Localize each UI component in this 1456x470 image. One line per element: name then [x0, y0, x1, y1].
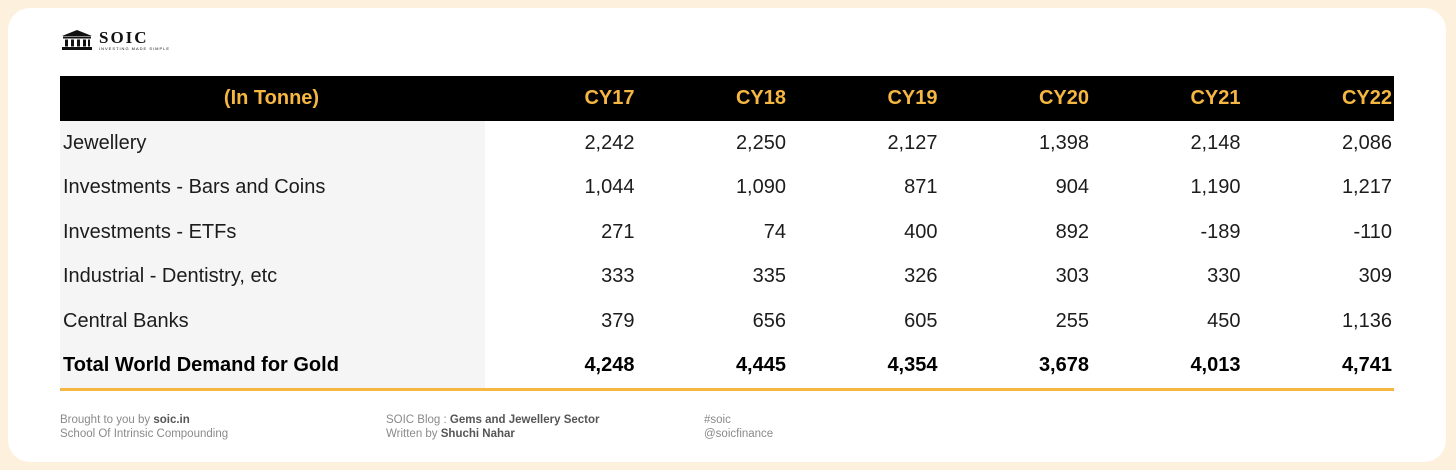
blog-line: SOIC Blog : Gems and Jewellery Sector: [386, 413, 600, 427]
table-cell: 326: [904, 265, 938, 288]
table-cell: 2,148: [1190, 131, 1241, 154]
table-row: Investments - ETFs 271 74 400 892 -189 -…: [60, 210, 1394, 255]
table-cell: 450: [1207, 309, 1241, 332]
table-cell: 2,127: [887, 131, 938, 154]
table-cell: 1,044: [584, 176, 635, 199]
row-label: Industrial - Dentistry, etc: [60, 254, 485, 299]
table-row: Jewellery 2,242 2,250 2,127 1,398 2,148 …: [60, 121, 1394, 166]
total-row: Total World Demand for Gold 4,248 4,445 …: [60, 343, 1394, 391]
author-line: Written by Shuchi Nahar: [386, 427, 600, 441]
site-link[interactable]: soic.in: [153, 414, 190, 426]
gold-demand-table: (In Tonne) CY17 CY18 CY19 CY20 CY21 CY22…: [60, 76, 1394, 391]
table-cell: -189: [1200, 220, 1241, 243]
total-cell: 4,248: [485, 343, 637, 391]
author-name: Shuchi Nahar: [440, 428, 515, 440]
table-cell: 892: [1055, 220, 1089, 243]
unit-header: (In Tonne): [223, 87, 320, 109]
column-header-cy22: CY22: [1341, 87, 1392, 109]
table-cell: 333: [601, 265, 635, 288]
total-cell: 4,741: [1242, 343, 1394, 391]
table-cell: 309: [1358, 265, 1392, 288]
table-header-row: (In Tonne) CY17 CY18 CY19 CY20 CY21 CY22: [60, 76, 1394, 121]
column-header-cy19: CY19: [887, 87, 938, 109]
blog-prefix: SOIC Blog :: [386, 414, 450, 426]
column-header-cy17: CY17: [584, 87, 635, 109]
row-label: Investments - Bars and Coins: [60, 165, 485, 210]
row-label: Central Banks: [60, 299, 485, 344]
table-cell: -110: [1353, 220, 1392, 243]
table-cell: 2,242: [584, 131, 635, 154]
table-cell: 379: [601, 309, 635, 332]
table-cell: 656: [752, 309, 786, 332]
table-cell: 271: [601, 220, 635, 243]
table-cell: 2,250: [735, 131, 786, 154]
column-header-cy20: CY20: [1038, 87, 1089, 109]
footer-blog: SOIC Blog : Gems and Jewellery Sector Wr…: [386, 413, 600, 441]
table-cell: 1,217: [1341, 176, 1392, 199]
table-cell: 2,086: [1341, 131, 1392, 154]
total-label: Total World Demand for Gold: [60, 343, 485, 391]
brand-tagline: INVESTING MADE SIMPLE: [99, 46, 171, 51]
table-row: Industrial - Dentistry, etc 333 335 326 …: [60, 254, 1394, 299]
total-cell: 4,013: [1091, 343, 1243, 391]
written-prefix: Written by: [386, 428, 441, 440]
table-cell: 335: [752, 265, 786, 288]
brand-name: SOIC: [99, 28, 149, 47]
total-cell: 4,445: [636, 343, 788, 391]
column-header-cy18: CY18: [735, 87, 786, 109]
table-cell: 74: [763, 220, 786, 243]
table-cell: 255: [1055, 309, 1089, 332]
social-handle: @soicfinance: [704, 428, 774, 440]
footer-social: #soic @soicfinance: [704, 413, 773, 441]
brought-prefix: Brought to you by: [60, 414, 154, 426]
total-cell: 3,678: [939, 343, 1091, 391]
table-cell: 904: [1055, 176, 1089, 199]
table-cell: 871: [904, 176, 938, 199]
row-label: Investments - ETFs: [60, 210, 485, 255]
table-cell: 303: [1055, 265, 1089, 288]
total-cell: 4,354: [788, 343, 940, 391]
table-cell: 605: [904, 309, 938, 332]
brought-by-line: Brought to you by soic.in: [60, 413, 228, 427]
soic-logo[interactable]: SOIC INVESTING MADE SIMPLE: [60, 29, 170, 51]
table-row: Central Banks 379 656 605 255 450 1,136: [60, 299, 1394, 344]
blog-title: Gems and Jewellery Sector: [449, 414, 600, 426]
bank-building-icon: [62, 30, 92, 50]
footer-credits: Brought to you by soic.in School Of Intr…: [60, 413, 228, 441]
table-cell: 1,090: [735, 176, 786, 199]
hashtag: #soic: [704, 414, 731, 426]
school-name: School Of Intrinsic Compounding: [60, 428, 229, 440]
table-cell: 330: [1207, 265, 1241, 288]
table-cell: 1,190: [1190, 176, 1241, 199]
column-header-cy21: CY21: [1190, 87, 1241, 109]
table-cell: 1,136: [1341, 309, 1392, 332]
table-cell: 400: [904, 220, 938, 243]
table-cell: 1,398: [1038, 131, 1089, 154]
table-row: Investments - Bars and Coins 1,044 1,090…: [60, 165, 1394, 210]
row-label: Jewellery: [60, 121, 485, 166]
